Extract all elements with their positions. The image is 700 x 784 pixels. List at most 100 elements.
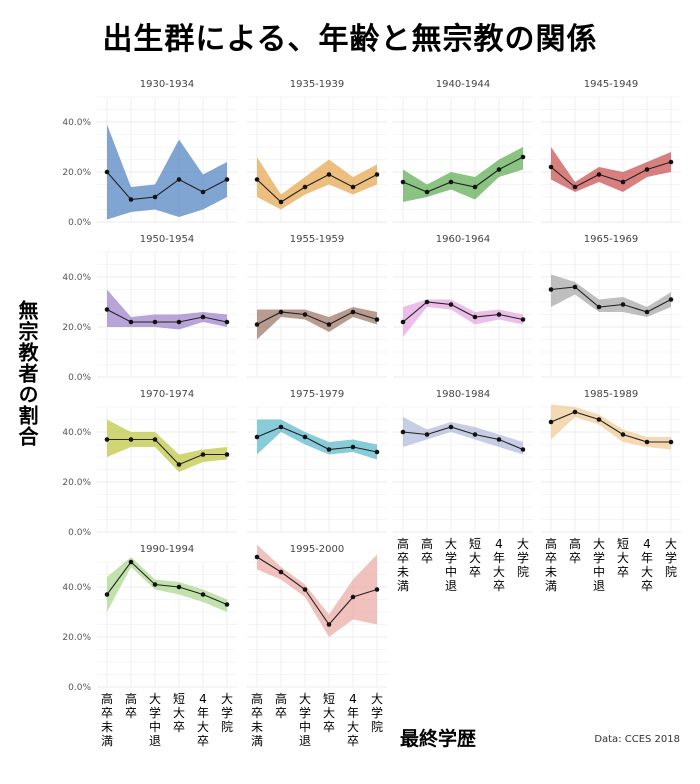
- data-point: [224, 602, 230, 607]
- data-point: [448, 424, 454, 430]
- data-point: [350, 309, 356, 315]
- series-line: [106, 171, 228, 201]
- data-point: [620, 179, 626, 185]
- data-point: [128, 197, 134, 202]
- x-tick-label: 高卒未満: [101, 691, 113, 748]
- y-tick-label: 20.0%: [62, 633, 91, 643]
- data-point: [400, 179, 406, 185]
- confidence-band: [257, 307, 377, 340]
- data-point: [668, 439, 674, 445]
- facet-title: 1960-1964: [436, 234, 491, 245]
- facet-title: 1935-1939: [290, 79, 345, 90]
- data-point: [350, 594, 356, 600]
- x-tick-label: 短大卒: [617, 537, 629, 579]
- y-tick-label: 40.0%: [62, 583, 91, 593]
- data-point: [448, 302, 454, 307]
- x-tick-label: 短大卒: [173, 692, 185, 734]
- y-tick-label: 0.0%: [68, 683, 91, 693]
- data-point: [278, 569, 284, 575]
- x-tick-label: 大学院: [221, 692, 233, 734]
- data-point: [326, 622, 332, 627]
- data-point: [152, 582, 158, 587]
- facet-title: 1970-1974: [140, 389, 195, 400]
- data-point: [326, 172, 332, 177]
- data-point: [176, 584, 182, 590]
- facet-title: 1955-1959: [290, 234, 345, 245]
- data-point: [104, 307, 110, 312]
- source-note: Data: CCES 2018: [594, 734, 680, 745]
- data-point: [128, 319, 134, 325]
- data-point: [374, 172, 380, 177]
- data-point: [176, 462, 182, 467]
- series-line: [106, 309, 228, 323]
- series-line: [550, 286, 672, 313]
- data-point: [520, 447, 526, 452]
- data-point: [548, 419, 554, 425]
- x-tick-label: 4 年大卒: [493, 537, 505, 593]
- data-point: [374, 587, 380, 592]
- x-tick-label: 大学院: [371, 692, 383, 734]
- x-tick-label: 大学院: [665, 537, 677, 579]
- y-tick-label: 20.0%: [62, 478, 91, 488]
- confidence-band: [551, 274, 671, 317]
- series-line: [402, 301, 524, 323]
- facet-title: 1930-1934: [140, 79, 195, 90]
- data-point: [104, 592, 110, 597]
- x-tick-label: 大学中退: [299, 692, 311, 748]
- data-point: [254, 177, 260, 182]
- data-point: [176, 177, 182, 182]
- data-point: [326, 447, 332, 452]
- data-point: [596, 417, 602, 422]
- x-tick-label: 高卒: [421, 536, 433, 565]
- data-point: [278, 309, 284, 315]
- data-point: [302, 312, 308, 317]
- confidence-band: [257, 544, 377, 637]
- data-point: [176, 319, 182, 325]
- data-point: [104, 169, 110, 175]
- x-tick-label: 短大卒: [469, 537, 481, 579]
- facet-title: 1990-1994: [140, 544, 195, 555]
- data-point: [448, 179, 454, 185]
- data-point: [278, 199, 284, 205]
- facet-title: 1945-1949: [584, 79, 639, 90]
- data-point: [668, 159, 674, 165]
- x-tick-label: 高卒未満: [545, 536, 557, 593]
- facet-title: 1985-1989: [584, 389, 639, 400]
- series-line: [256, 556, 378, 626]
- data-point: [496, 437, 502, 442]
- x-tick-label: 大学中退: [593, 537, 605, 593]
- confidence-band: [403, 147, 523, 202]
- data-point: [200, 592, 206, 597]
- confidence-band: [107, 557, 227, 612]
- data-point: [254, 554, 260, 560]
- data-point: [400, 429, 406, 435]
- confidence-band: [107, 124, 227, 220]
- data-point: [152, 319, 158, 325]
- data-point: [572, 184, 578, 190]
- x-tick-label: 高卒未満: [397, 536, 409, 593]
- data-point: [278, 424, 284, 430]
- data-point: [644, 167, 650, 172]
- data-point: [326, 322, 332, 327]
- y-tick-label: 20.0%: [62, 168, 91, 178]
- x-tick-label: 4 年大卒: [347, 692, 359, 748]
- series-line: [106, 561, 228, 606]
- series-line: [550, 161, 672, 188]
- data-point: [152, 194, 158, 200]
- x-tick-label: 4 年大卒: [641, 537, 653, 593]
- data-point: [620, 302, 626, 307]
- data-point: [302, 184, 308, 190]
- confidence-band: [551, 147, 671, 192]
- y-tick-label: 20.0%: [62, 323, 91, 333]
- y-tick-label: 40.0%: [62, 273, 91, 283]
- data-point: [302, 434, 308, 440]
- x-tick-label: 高卒未満: [251, 691, 263, 748]
- data-point: [472, 314, 478, 320]
- series-line: [402, 426, 524, 451]
- series-line: [256, 173, 378, 203]
- x-tick-label: 高卒: [569, 536, 581, 565]
- data-point: [668, 297, 674, 302]
- x-tick-label: 大学院: [517, 537, 529, 579]
- data-point: [424, 432, 430, 437]
- data-point: [520, 154, 526, 160]
